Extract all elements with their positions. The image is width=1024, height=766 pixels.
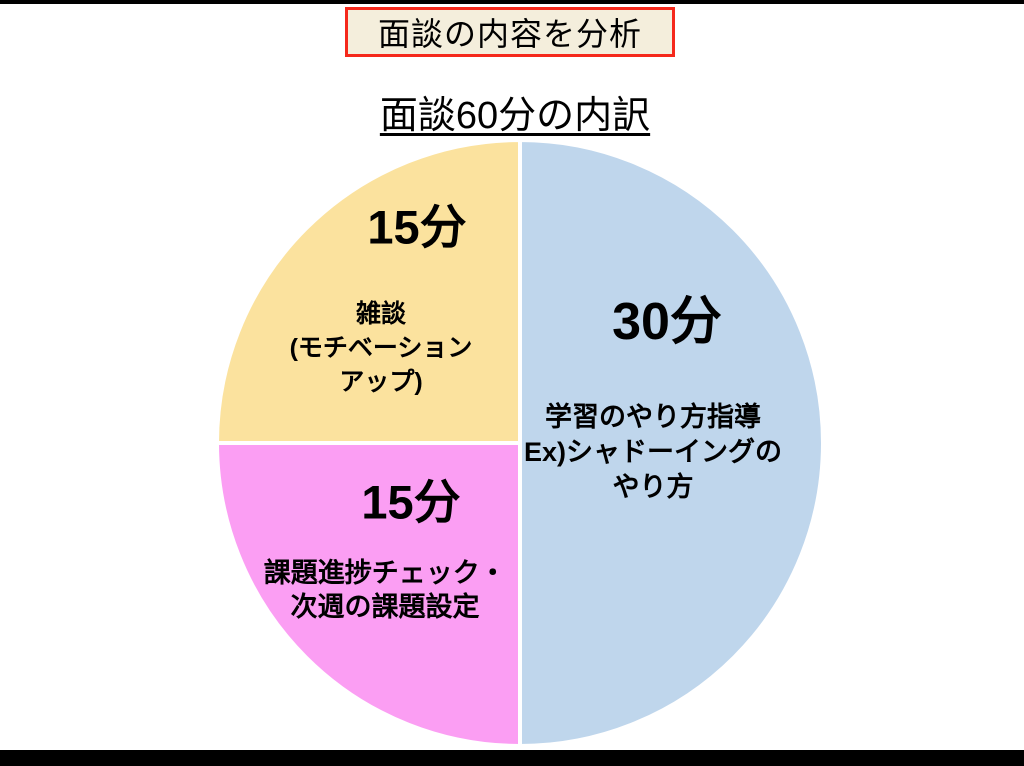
slice-value-study-method-guidance: 30分 — [612, 293, 722, 351]
slice-value-task-progress-check: 15分 — [361, 475, 461, 529]
slice-value-chat-motivation-up: 15分 — [367, 200, 467, 254]
chart-title: 面談60分の内訳 — [379, 95, 651, 137]
pie-slice-chat-motivation-up — [215, 138, 522, 445]
slice-desc-chat-motivation-up: 雑談 (モチベーション アップ) — [289, 300, 473, 396]
title-box: 面談の内容を分析 — [345, 7, 675, 57]
slice-desc-study-method-guidance: 学習のやり方指導 Ex)シャドーイングの やり方 — [523, 402, 783, 502]
page-title: 面談の内容を分析 — [377, 16, 642, 52]
top-border-bar — [0, 0, 1024, 4]
pie-slice-task-progress-check — [215, 441, 522, 748]
slice-desc-task-progress-check: 課題進捗チェック・ 次週の課題設定 — [263, 558, 507, 622]
pie-slice-study-method-guidance — [518, 138, 825, 748]
bottom-border-bar — [0, 750, 1024, 766]
